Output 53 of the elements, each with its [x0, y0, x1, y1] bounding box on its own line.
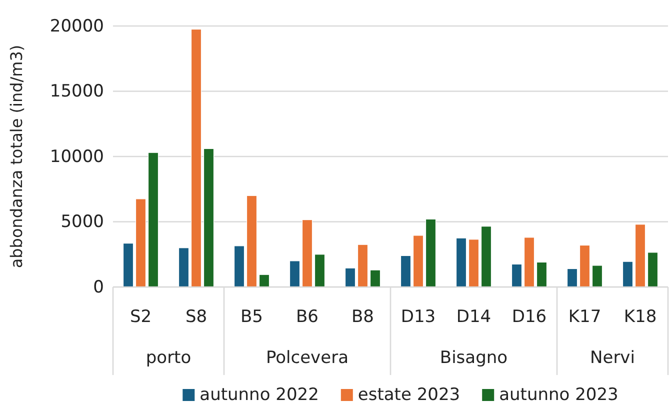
bar — [135, 198, 146, 288]
text: Bisagno — [440, 348, 508, 368]
x-tick-label: B8 — [352, 307, 374, 327]
y-tick-label: 20000 — [50, 16, 104, 36]
bar — [302, 219, 313, 288]
bar — [622, 261, 634, 288]
x-tick-label: S8 — [185, 307, 208, 327]
bar — [148, 152, 159, 288]
bar — [524, 237, 535, 288]
x-tick-label: B6 — [296, 307, 318, 327]
y-tick-label: 5000 — [60, 212, 104, 232]
bar — [190, 28, 202, 288]
bar — [579, 244, 590, 288]
bar — [425, 218, 436, 288]
bar — [370, 270, 381, 288]
x-tick-label: B5 — [240, 307, 263, 327]
bar — [511, 264, 522, 288]
text: Nervi — [590, 348, 635, 368]
bar — [234, 246, 245, 288]
bar — [122, 242, 134, 288]
x-tick-label: D14 — [456, 307, 492, 327]
x-tick-label: D13 — [400, 307, 436, 327]
bar — [289, 260, 300, 288]
bar — [468, 239, 480, 288]
bar — [314, 254, 326, 288]
bar — [412, 235, 424, 288]
bar — [400, 255, 412, 288]
bar — [647, 252, 658, 288]
bar — [480, 226, 492, 288]
x-tick-label: S2 — [130, 307, 152, 327]
bar — [178, 248, 190, 288]
y-tick-label: 0 — [93, 277, 104, 298]
legend-label: autunno 2023 — [499, 385, 618, 405]
bar — [456, 238, 467, 288]
bar — [566, 268, 578, 288]
x-tick-label: K17 — [568, 307, 602, 327]
bar — [357, 244, 368, 288]
y-axis-title: abbondanza totale (ind/m3) — [7, 44, 26, 268]
x-tick-label: D16 — [512, 307, 547, 327]
legend-label: estate 2023 — [358, 385, 460, 405]
legend-label: autunno 2022 — [200, 385, 319, 405]
bar — [592, 265, 603, 288]
bar — [344, 268, 356, 288]
bar — [246, 195, 258, 288]
bar — [258, 274, 270, 288]
text: Polcevera — [266, 348, 349, 368]
bar — [203, 148, 214, 288]
text: porto — [146, 348, 192, 368]
bar — [536, 262, 548, 288]
bar — [634, 224, 646, 288]
y-tick-label: 15000 — [50, 82, 104, 102]
x-tick-label: K18 — [624, 307, 657, 327]
y-tick-label: 10000 — [50, 146, 104, 167]
